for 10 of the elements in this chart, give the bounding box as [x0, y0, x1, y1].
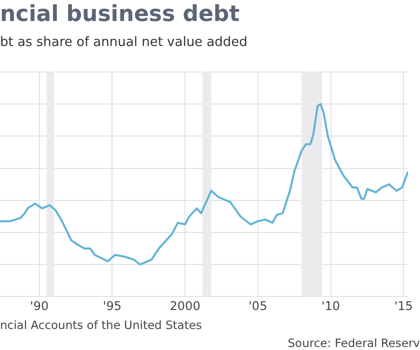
x-tick-label: '10	[321, 298, 340, 313]
source-note: Source: Federal Reserv	[288, 336, 420, 350]
text: ncial Accounts of the United States	[0, 318, 202, 332]
x-tick-label: '90	[30, 298, 49, 313]
x-tick-label: '15	[394, 298, 413, 313]
x-tick-label: '05	[248, 298, 268, 313]
chart-title: ncial business debt	[0, 2, 240, 27]
chart-subtitle: bt as share of annual net value added	[0, 35, 248, 50]
x-tick-label: '95	[102, 298, 122, 313]
x-tick-label: 2000	[170, 298, 200, 313]
